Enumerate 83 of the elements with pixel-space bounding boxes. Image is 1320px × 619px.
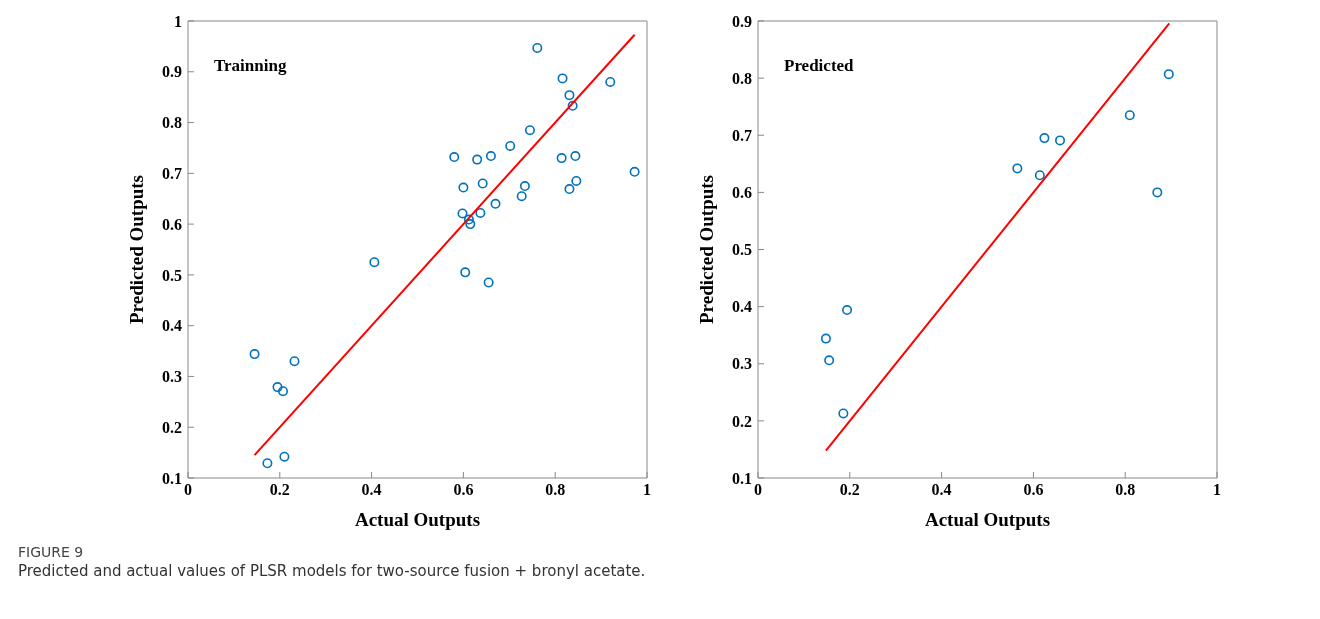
y-tick-label: 0.4 xyxy=(732,298,752,316)
point xyxy=(629,166,640,177)
point xyxy=(557,73,568,84)
point xyxy=(524,125,535,136)
point xyxy=(475,207,486,218)
point xyxy=(449,152,460,163)
point xyxy=(556,153,567,164)
point xyxy=(272,382,283,393)
y-tick-label: 0.2 xyxy=(162,418,182,436)
text: Predicted xyxy=(784,56,854,76)
point xyxy=(532,42,543,53)
x-tick-label: 0.8 xyxy=(545,481,566,499)
point xyxy=(820,333,831,344)
y-tick-label: 0.8 xyxy=(162,114,182,132)
point xyxy=(465,219,476,230)
point xyxy=(567,100,578,111)
x-tick-label: 0.6 xyxy=(453,481,474,499)
point xyxy=(463,214,474,225)
point xyxy=(472,154,483,165)
point xyxy=(278,386,289,397)
point xyxy=(571,175,582,186)
point xyxy=(1012,163,1023,174)
x-tick-label: 0 xyxy=(184,481,192,499)
text: Predicted and actual values of PLSR models for two-source fusion + bronyl acetate. xyxy=(18,562,647,580)
point xyxy=(824,355,835,366)
x-tick-label: 0 xyxy=(754,481,762,499)
y-tick-label: 0.9 xyxy=(732,12,752,30)
x-tick-label: 0.6 xyxy=(1023,481,1044,499)
point xyxy=(842,305,853,316)
point xyxy=(477,178,488,189)
y-tick-label: 0.5 xyxy=(162,266,182,284)
point xyxy=(564,184,575,195)
y-axis-title: Predicted Outputs xyxy=(695,174,717,325)
point xyxy=(249,349,260,360)
point xyxy=(516,191,527,202)
point xyxy=(519,181,530,192)
point xyxy=(1163,69,1174,80)
point xyxy=(1124,110,1135,121)
y-tick-label: 0.9 xyxy=(162,63,182,81)
x-tick-label: 0.4 xyxy=(361,481,382,499)
point xyxy=(490,198,501,209)
x-tick-label: 1 xyxy=(1213,481,1221,499)
y-tick-label: 0.3 xyxy=(732,355,752,373)
y-tick-label: 0.7 xyxy=(732,126,752,144)
point xyxy=(1034,170,1045,181)
point xyxy=(605,76,616,87)
y-tick-label: 0.5 xyxy=(732,241,752,259)
y-tick-label: 0.6 xyxy=(162,215,182,233)
y-tick-label: 0.6 xyxy=(732,184,752,202)
point xyxy=(369,257,380,268)
x-tick-label: 0.8 xyxy=(1115,481,1136,499)
y-tick-label: 0.3 xyxy=(162,368,182,386)
point xyxy=(289,356,300,367)
x-tick-label: 1 xyxy=(643,481,651,499)
y-tick-label: 0.8 xyxy=(732,69,752,87)
y-tick-label: 0.2 xyxy=(732,412,752,430)
x-tick-label: 0.4 xyxy=(931,481,952,499)
point xyxy=(458,182,469,193)
point xyxy=(570,151,581,162)
y-tick-label: 1 xyxy=(174,12,182,30)
point xyxy=(1152,187,1163,198)
point xyxy=(1055,135,1066,146)
point xyxy=(279,451,290,462)
y-tick-label: 0.4 xyxy=(162,317,182,335)
text: Trainning xyxy=(214,56,287,76)
point xyxy=(262,458,273,469)
y-axis-title: Predicted Outputs xyxy=(125,174,147,325)
point xyxy=(483,277,494,288)
point xyxy=(485,151,496,162)
x-tick-label: 0.2 xyxy=(839,481,860,499)
point xyxy=(564,90,575,101)
point xyxy=(460,267,471,278)
y-tick-label: 0.1 xyxy=(732,469,752,487)
x-tick-label: 0.2 xyxy=(269,481,290,499)
point xyxy=(838,408,849,419)
point xyxy=(1039,133,1050,144)
point xyxy=(457,208,468,219)
caption: FIGURE 9 xyxy=(18,544,85,560)
y-tick-label: 0.7 xyxy=(162,165,182,183)
x-axis-title: Actual Outputs xyxy=(924,509,1051,530)
point xyxy=(505,140,516,151)
y-tick-label: 0.1 xyxy=(162,469,182,487)
x-axis-title: Actual Outputs xyxy=(354,509,481,530)
